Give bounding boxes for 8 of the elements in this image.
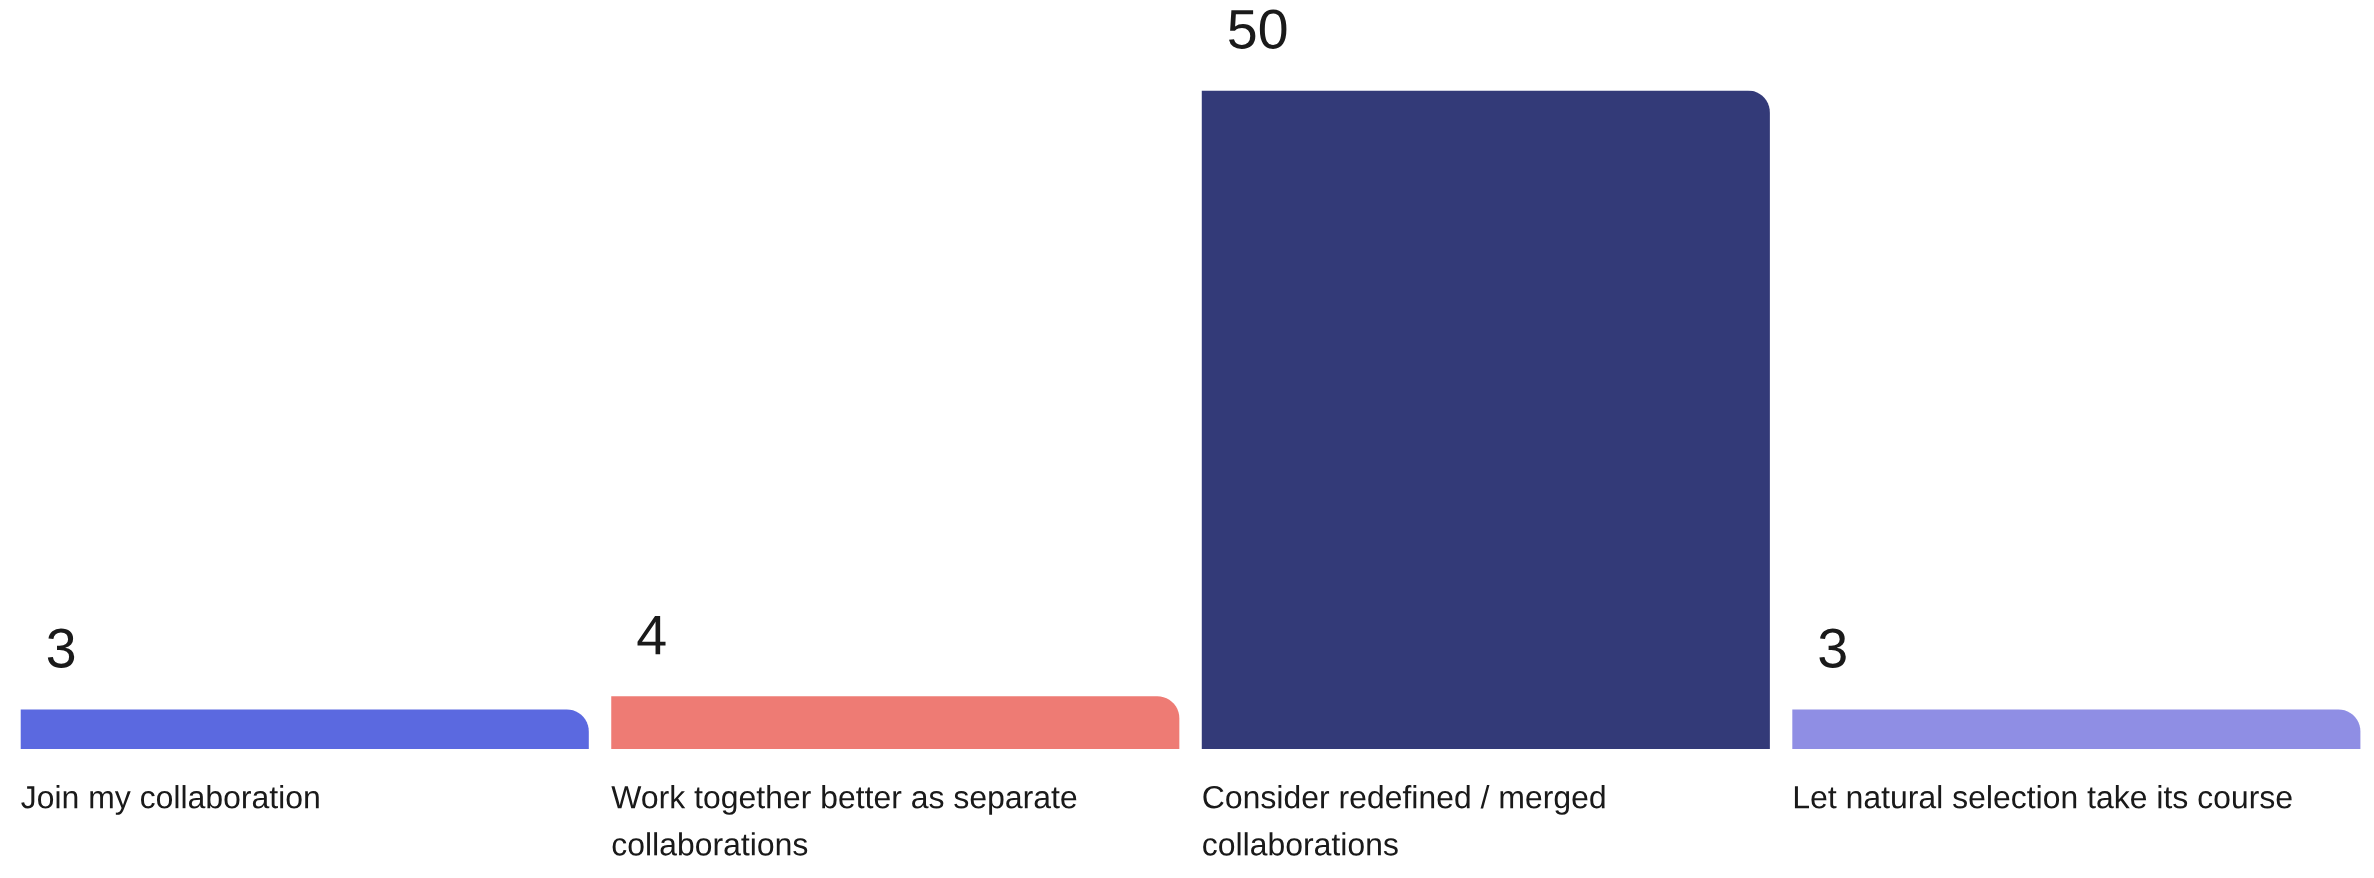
x-tick-label: Work together better as separate collaborations	[611, 785, 1077, 856]
x-tick-label: Let natural selection take its course	[1794, 785, 2292, 809]
data-label: 50	[1229, 9, 1287, 49]
data-label: 4	[637, 615, 666, 655]
data-label: 3	[1819, 628, 1846, 668]
x-tick-label: Join my collaboration	[21, 785, 319, 815]
x-tick-label: Consider redefined / merged collaborations	[1203, 785, 1605, 856]
data-label: 3	[47, 628, 75, 668]
